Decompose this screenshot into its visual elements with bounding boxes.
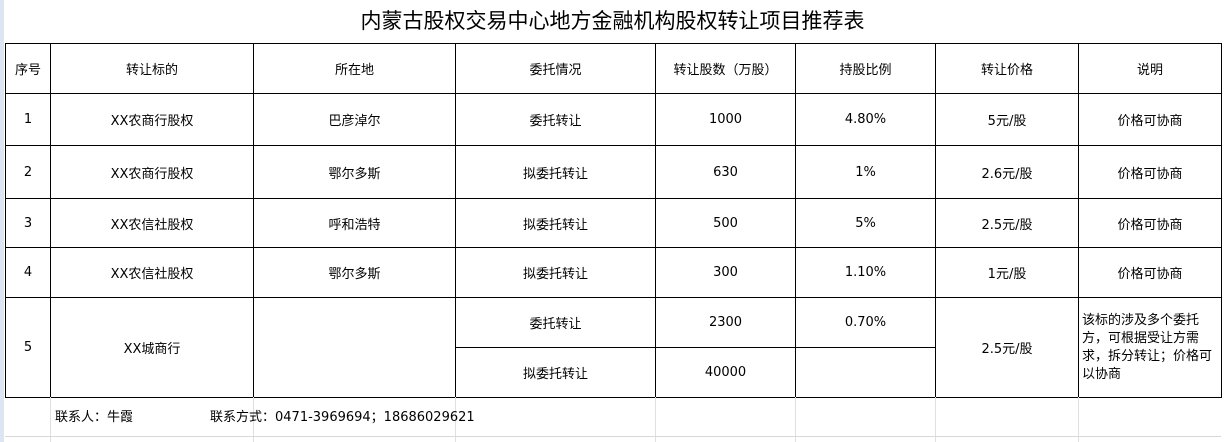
cell-no[interactable]: 1: [5, 93, 51, 146]
contact-person: 联系人：牛霞: [55, 410, 134, 425]
contact-phone: 联系方式：0471-3969694；18686029621: [210, 410, 475, 425]
cell-shares[interactable]: 300: [655, 247, 796, 298]
cell-location[interactable]: 巴彦淖尔: [253, 93, 456, 146]
cell-price[interactable]: 1元/股: [935, 247, 1079, 298]
cell-price[interactable]: 2.6元/股: [935, 145, 1079, 199]
cell-note[interactable]: 价格可协商: [1078, 247, 1222, 298]
header-cell[interactable]: 转让价格: [935, 43, 1079, 94]
header-cell[interactable]: 转让股数（万股）: [655, 43, 796, 94]
cell-note[interactable]: 价格可协商: [1078, 145, 1222, 199]
gridline: [795, 397, 796, 442]
table-row: 4 XX农信社股权 鄂尔多斯 拟委托转让 300 1.10% 1元/股 价格可协…: [5, 247, 1222, 298]
header-cell[interactable]: 说明: [1078, 43, 1222, 94]
cell-ratio[interactable]: 5%: [795, 198, 936, 248]
cell-shares[interactable]: 40000: [655, 347, 796, 398]
cell-no[interactable]: 3: [5, 198, 51, 248]
header-cell[interactable]: 转让标的: [50, 43, 254, 94]
gridline: [935, 397, 936, 442]
table-row: 1 XX农商行股权 巴彦淖尔 委托转让 1000 4.80% 5元/股 价格可协…: [5, 93, 1222, 146]
cell-shares[interactable]: 500: [655, 198, 796, 248]
cell-note[interactable]: 价格可协商: [1078, 198, 1222, 248]
cell-no[interactable]: 2: [5, 145, 51, 199]
cell-shares[interactable]: 630: [655, 145, 796, 199]
transfer-table: 序号 转让标的 所在地 委托情况 转让股数（万股） 持股比例 转让价格 说明 1…: [5, 43, 1222, 398]
cell-location[interactable]: 呼和浩特: [253, 198, 456, 248]
cell-target[interactable]: XX农信社股权: [50, 247, 254, 298]
gridline: [50, 397, 51, 442]
cell-shares[interactable]: 2300: [655, 297, 796, 348]
header-cell[interactable]: 持股比例: [795, 43, 936, 94]
cell-ratio[interactable]: [795, 347, 936, 398]
cell-location[interactable]: [253, 297, 456, 398]
cell-entrust[interactable]: 拟委托转让: [455, 198, 656, 248]
table-row: 拟委托转让 40000: [6, 347, 1222, 398]
sheet-edge: [0, 0, 4, 442]
gridline: [655, 397, 656, 442]
table-row: 5 XX城商行 委托转让 2300 0.70% 2.5元/股 该标的涉及多个委托…: [5, 297, 1222, 398]
header-row: 序号 转让标的 所在地 委托情况 转让股数（万股） 持股比例 转让价格 说明: [5, 43, 1222, 94]
gridline: [1078, 397, 1079, 442]
cell-no[interactable]: 5: [5, 297, 51, 398]
cell-ratio[interactable]: 1%: [795, 145, 936, 199]
header-cell[interactable]: 委托情况: [455, 43, 656, 94]
cell-entrust[interactable]: 拟委托转让: [455, 145, 656, 199]
cell-entrust[interactable]: 委托转让: [455, 297, 656, 348]
cell-entrust[interactable]: 拟委托转让: [455, 347, 656, 398]
table-row: 2 XX农商行股权 鄂尔多斯 拟委托转让 630 1% 2.6元/股 价格可协商: [5, 145, 1222, 199]
cell-price[interactable]: 2.5元/股: [935, 297, 1079, 398]
gridline: [5, 436, 1221, 437]
cell-price[interactable]: 5元/股: [935, 93, 1079, 146]
cell-no[interactable]: 4: [5, 247, 51, 298]
cell-price[interactable]: 2.5元/股: [935, 198, 1079, 248]
cell-note[interactable]: 价格可协商: [1078, 93, 1222, 146]
cell-location[interactable]: 鄂尔多斯: [253, 247, 456, 298]
cell-target[interactable]: XX农商行股权: [50, 93, 254, 146]
cell-entrust[interactable]: 拟委托转让: [455, 247, 656, 298]
page-title: 内蒙古股权交易中心地方金融机构股权转让项目推荐表: [360, 9, 865, 33]
gridline: [455, 397, 456, 442]
cell-entrust[interactable]: 委托转让: [455, 93, 656, 146]
cell-target[interactable]: XX城商行: [50, 297, 254, 398]
cell-ratio[interactable]: 4.80%: [795, 93, 936, 146]
gridline: [253, 397, 254, 442]
header-cell[interactable]: 序号: [5, 43, 51, 94]
cell-note[interactable]: 该标的涉及多个委托方，可根据受让方需求，拆分转让；价格可以协商: [1078, 297, 1222, 398]
cell-target[interactable]: XX农信社股权: [50, 198, 254, 248]
cell-shares[interactable]: 1000: [655, 93, 796, 146]
cell-ratio[interactable]: 0.70%: [795, 297, 936, 348]
cell-ratio[interactable]: 1.10%: [795, 247, 936, 298]
header-cell[interactable]: 所在地: [253, 43, 456, 94]
table-row: 3 XX农信社股权 呼和浩特 拟委托转让 500 5% 2.5元/股 价格可协商: [5, 198, 1222, 248]
cell-location[interactable]: 鄂尔多斯: [253, 145, 456, 199]
cell-target[interactable]: XX农商行股权: [50, 145, 254, 199]
